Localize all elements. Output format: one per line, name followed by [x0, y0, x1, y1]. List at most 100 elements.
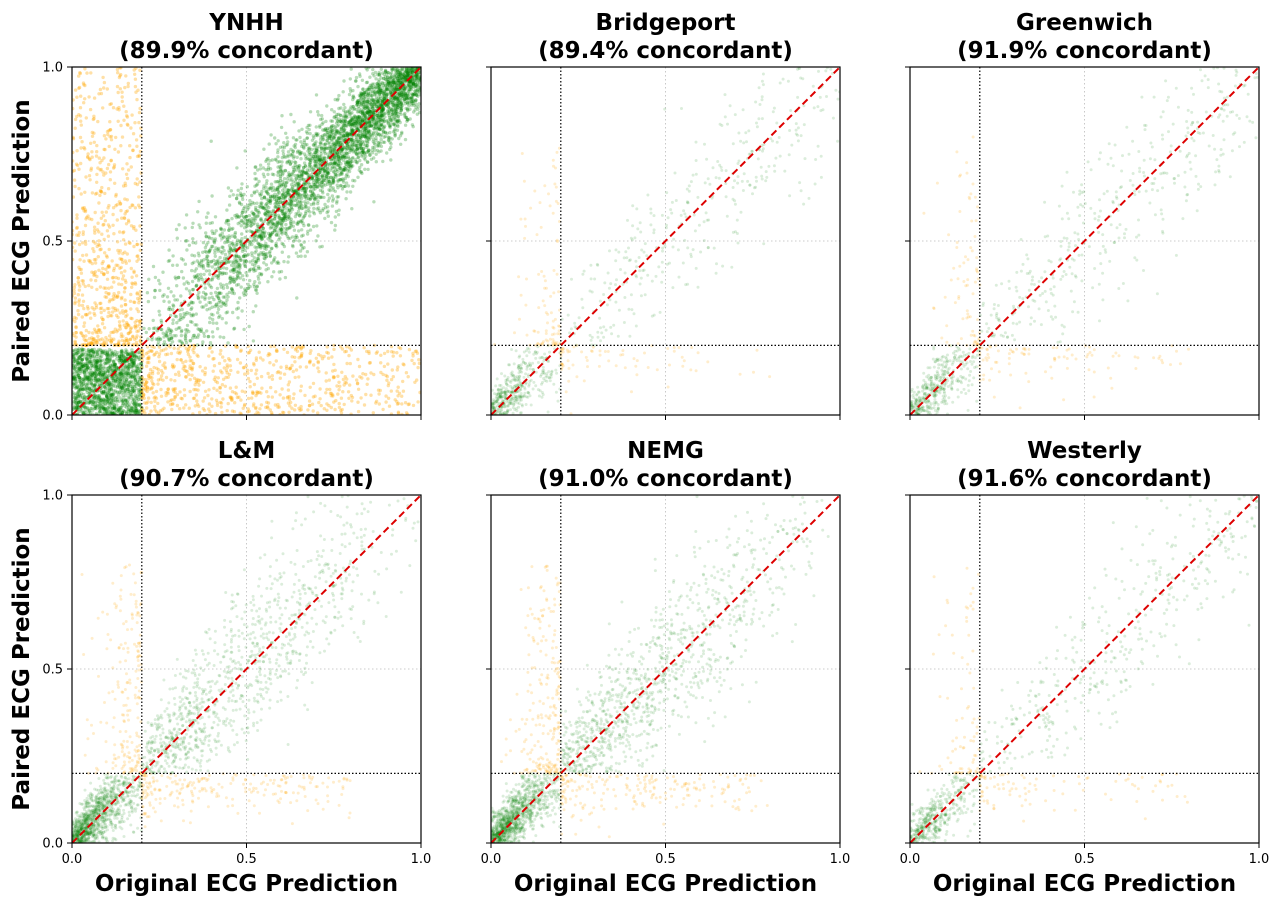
- concordant-point: [367, 109, 371, 113]
- concordant-point: [211, 276, 215, 280]
- concordant-point: [137, 403, 142, 408]
- concordant-point: [291, 165, 295, 170]
- concordant-point: [77, 410, 81, 414]
- concordant-point: [290, 207, 295, 212]
- concordant-point: [82, 392, 86, 397]
- concordant-point: [396, 114, 400, 119]
- concordant-point: [342, 121, 346, 125]
- concordant-point: [274, 195, 278, 199]
- concordant-point: [354, 159, 358, 164]
- concordant-point: [252, 221, 256, 225]
- concordant-point: [88, 360, 92, 364]
- concordant-point: [342, 108, 346, 113]
- concordant-point: [305, 142, 309, 147]
- concordant-point: [135, 369, 139, 373]
- concordant-point: [353, 79, 358, 83]
- concordant-point: [365, 145, 369, 150]
- concordant-point: [244, 271, 248, 275]
- concordant-point: [389, 75, 393, 80]
- concordant-point: [386, 122, 390, 126]
- concordant-point: [73, 396, 78, 400]
- concordant-point: [366, 99, 370, 104]
- concordant-point: [214, 229, 218, 233]
- concordant-point: [81, 381, 86, 386]
- concordant-point: [358, 158, 362, 163]
- concordant-point: [323, 173, 327, 178]
- concordant-point: [151, 326, 156, 331]
- concordant-point: [109, 383, 113, 387]
- concordant-point: [92, 383, 96, 388]
- concordant-point: [328, 133, 332, 138]
- concordant-point: [98, 363, 102, 367]
- concordant-point: [187, 289, 192, 293]
- concordant-point: [272, 217, 277, 221]
- concordant-point: [336, 130, 340, 134]
- concordant-point: [347, 109, 351, 113]
- concordant-point: [329, 161, 333, 166]
- concordant-point: [85, 390, 89, 394]
- concordant-point: [374, 121, 378, 126]
- concordant-point: [299, 174, 304, 179]
- concordant-point: [309, 165, 313, 169]
- concordant-point: [129, 359, 134, 364]
- concordant-point: [254, 177, 259, 181]
- concordant-point: [348, 146, 352, 151]
- concordant-point: [406, 118, 410, 122]
- concordant-point: [225, 238, 229, 242]
- concordant-point: [372, 156, 376, 160]
- concordant-point: [255, 284, 259, 288]
- concordant-point: [127, 397, 131, 401]
- concordant-point: [368, 75, 372, 79]
- concordant-point: [106, 352, 110, 357]
- concordant-point: [120, 368, 125, 372]
- concordant-point: [297, 206, 302, 210]
- concordant-point: [191, 287, 196, 292]
- concordant-point: [295, 296, 299, 300]
- concordant-point: [313, 143, 318, 147]
- concordant-point: [272, 222, 276, 226]
- concordant-point: [110, 404, 114, 408]
- concordant-point: [286, 140, 290, 144]
- concordant-point: [124, 402, 128, 406]
- concordant-point: [369, 110, 373, 114]
- concordant-point: [408, 97, 413, 101]
- concordant-point: [264, 247, 268, 251]
- concordant-point: [382, 119, 387, 124]
- concordant-point: [234, 276, 239, 281]
- concordant-point: [267, 187, 271, 191]
- concordant-point: [418, 80, 421, 85]
- concordant-point: [236, 306, 241, 310]
- concordant-point: [330, 131, 335, 135]
- concordant-point: [298, 195, 302, 199]
- concordant-point: [396, 98, 401, 102]
- concordant-point: [134, 396, 139, 401]
- concordant-point: [273, 192, 277, 196]
- concordant-point: [311, 192, 316, 196]
- concordant-point: [380, 124, 384, 128]
- concordant-point: [320, 134, 325, 138]
- concordant-point: [103, 385, 107, 390]
- concordant-point: [184, 239, 188, 243]
- concordant-point: [394, 95, 399, 99]
- concordant-point: [288, 203, 292, 208]
- concordant-point: [359, 146, 364, 151]
- concordant-point: [270, 239, 274, 244]
- concordant-point: [399, 67, 403, 71]
- concordant-point: [81, 348, 85, 352]
- concordant-point: [305, 250, 310, 254]
- concordant-point: [197, 261, 201, 265]
- concordant-point: [136, 363, 141, 367]
- concordant-point: [308, 214, 312, 218]
- concordant-point: [184, 287, 189, 291]
- concordant-point: [289, 183, 294, 187]
- concordant-point: [274, 233, 278, 237]
- concordant-point: [309, 152, 313, 156]
- concordant-point: [107, 353, 111, 357]
- concordant-point: [274, 198, 279, 202]
- concordant-point: [199, 272, 203, 277]
- concordant-point: [254, 259, 259, 263]
- concordant-point: [356, 84, 360, 89]
- concordant-point: [196, 293, 200, 297]
- concordant-point: [406, 73, 411, 78]
